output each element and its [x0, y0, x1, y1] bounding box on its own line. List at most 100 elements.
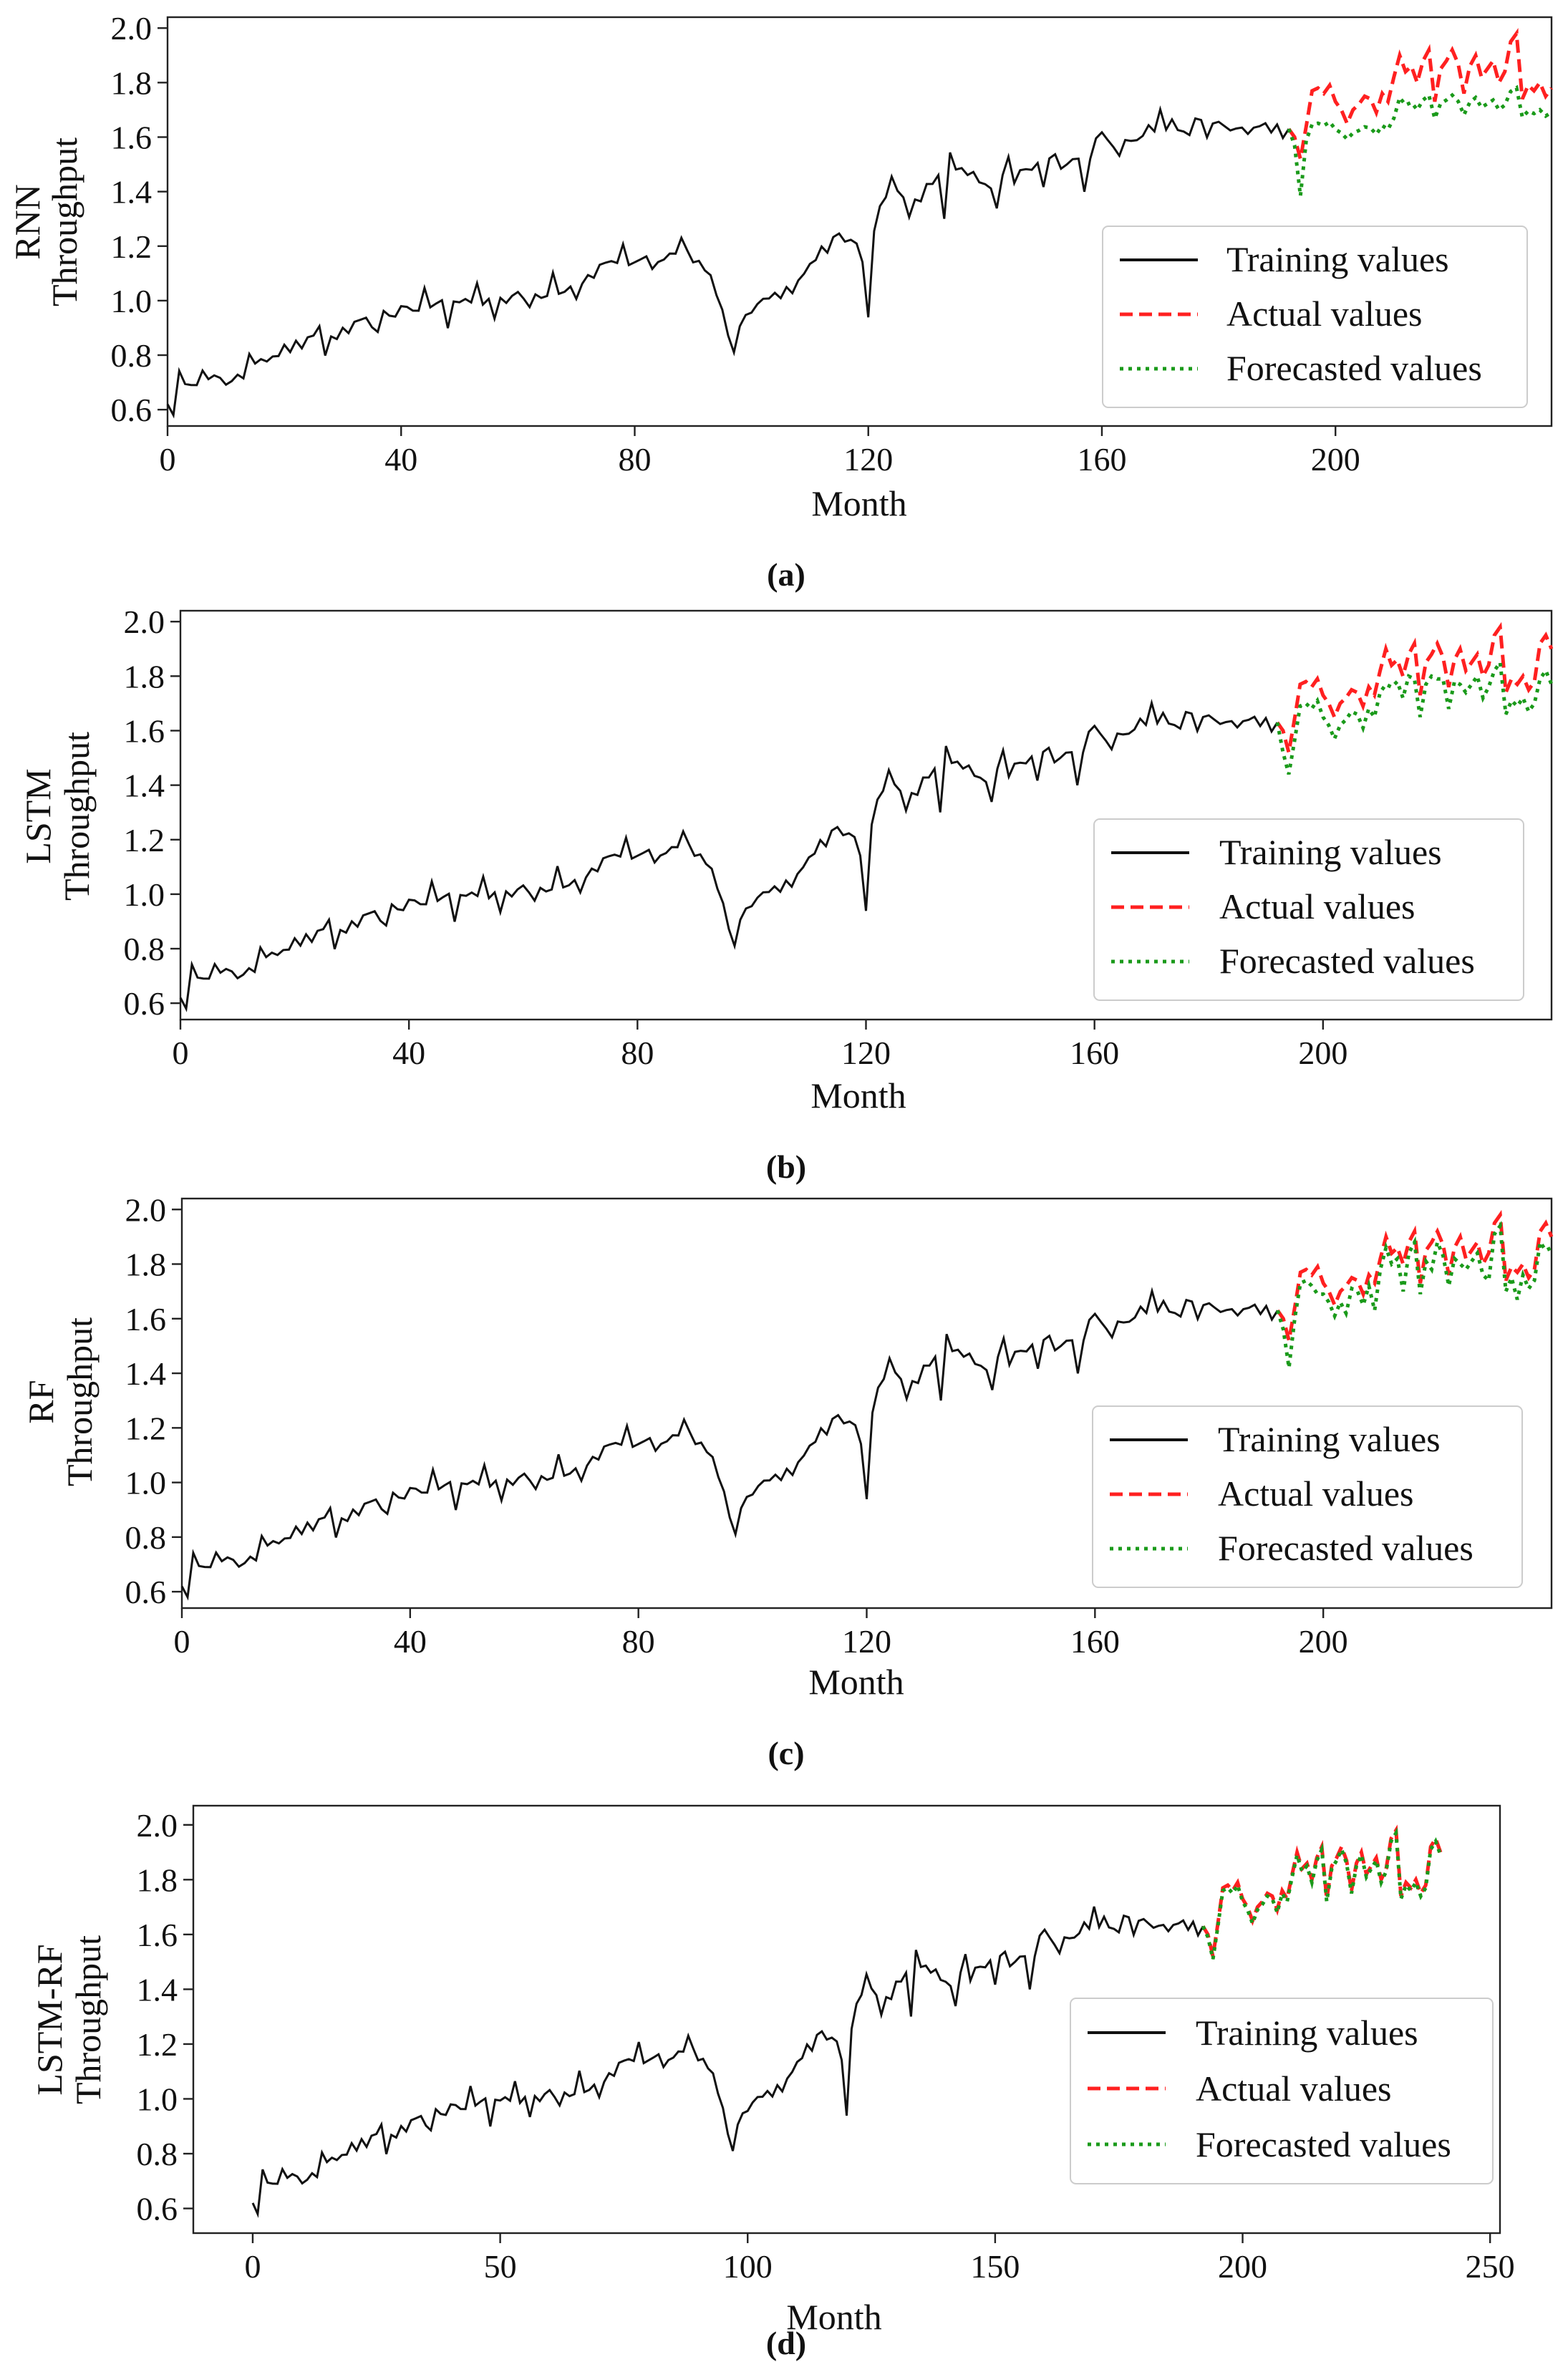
legend-label-training: Training values — [1196, 2013, 1418, 2053]
y-tick-label: 2.0 — [111, 10, 153, 47]
chart-panel-rnn: 0 40 80 120 160 200 0.6 0.8 1.0 1.2 1.4 1.6 1.8 2.0 R… — [7, 10, 1554, 593]
y-axis-label-model: RNN — [7, 184, 47, 260]
chart-panel-rf: 0 40 80 120 160 200 0.6 0.8 1.0 1.2 1.4 1.6 1.8 2.0 R… — [21, 1191, 1554, 1771]
y-tick-label: 1.4 — [111, 174, 153, 210]
legend: Training values Actual values Forecasted… — [1070, 1998, 1494, 2184]
x-tick-label: 100 — [723, 2248, 773, 2285]
chart-panel-lstm: 0 40 80 120 160 200 0.6 0.8 1.0 1.2 1.4 1.6 1.8 2.0 L… — [18, 604, 1554, 1185]
y-tick-label: 1.4 — [124, 768, 165, 804]
x-tick-label: 120 — [842, 1623, 891, 1660]
x-tick-label: 160 — [1070, 1035, 1119, 1071]
x-tick-label: 160 — [1070, 1623, 1120, 1660]
y-tick-label: 1.2 — [124, 822, 165, 858]
y-axis-label: Throughput — [57, 732, 97, 901]
y-tick-label: 0.8 — [137, 2136, 178, 2172]
y-tick-label: 1.6 — [137, 1917, 178, 1953]
y-tick-label: 1.8 — [125, 1247, 167, 1283]
legend-label-forecast: Forecasted values — [1218, 1528, 1473, 1568]
axis-ticks: 0 40 80 120 160 200 0.6 0.8 1.0 1.2 1.4 1.6 1.8 2.0 — [111, 10, 1360, 478]
series-group — [180, 1209, 1554, 1601]
y-tick-label: 1.6 — [124, 712, 165, 749]
y-tick-label: 0.8 — [124, 931, 165, 967]
legend-label-actual: Actual values — [1219, 886, 1415, 926]
x-tick-label: 0 — [244, 2248, 261, 2285]
y-axis-label-model: LSTM-RF — [29, 1944, 69, 2095]
series-line-actual — [1287, 28, 1554, 160]
x-axis-label: Month — [810, 1075, 906, 1115]
y-tick-label: 1.2 — [137, 2026, 178, 2063]
legend-label-actual: Actual values — [1196, 2068, 1392, 2109]
x-tick-label: 80 — [621, 1035, 654, 1071]
x-tick-label: 80 — [622, 1623, 655, 1660]
legend: Training values Actual values Forecasted… — [1102, 226, 1528, 408]
y-tick-label: 1.2 — [111, 228, 153, 265]
y-axis-label: Throughput — [59, 1317, 100, 1486]
y-tick-label: 1.0 — [124, 876, 165, 913]
series-line-forecast — [1275, 657, 1554, 775]
series-line-training — [166, 105, 1290, 419]
x-tick-label: 200 — [1218, 2248, 1267, 2285]
series-line-training — [179, 699, 1279, 1012]
plot-frame — [192, 1804, 1501, 2235]
y-tick-label: 1.8 — [137, 1862, 178, 1898]
axis-ticks: 0 40 80 120 160 200 0.6 0.8 1.0 1.2 1.4 1.6 1.8 2.0 — [125, 1191, 1348, 1660]
y-tick-label: 2.0 — [137, 1807, 178, 1844]
axis-ticks: 0 50 100 150 200 250 0.6 0.8 1.0 1.2 1.4 1.6 1.8 2.0 — [137, 1807, 1515, 2285]
x-tick-label: 120 — [843, 441, 893, 478]
series-line-forecast — [1276, 1220, 1553, 1368]
legend: Training values Actual values Forecasted… — [1093, 818, 1524, 1001]
series-group — [179, 621, 1554, 1012]
y-tick-label: 0.8 — [125, 1519, 167, 1556]
x-tick-label: 150 — [970, 2248, 1020, 2285]
panel-caption: (c) — [768, 1735, 804, 1771]
y-tick-label: 1.4 — [137, 1971, 178, 2008]
y-axis-label: Throughput — [44, 137, 84, 306]
y-tick-label: 1.4 — [125, 1355, 167, 1392]
y-tick-label: 1.8 — [124, 658, 165, 694]
x-tick-label: 40 — [384, 441, 417, 478]
y-tick-label: 1.0 — [137, 2081, 178, 2117]
chart-panel-lstm-rf: 0 50 100 150 200 2500.60.81.01.21.41.61.82.0 … — [29, 1804, 1515, 2361]
panel-caption: (b) — [766, 1148, 806, 1185]
y-tick-label: 1.0 — [125, 1465, 167, 1501]
x-tick-label: 80 — [618, 441, 651, 478]
x-axis-label: Month — [786, 2297, 881, 2337]
legend: Training values Actual values Forecasted… — [1092, 1405, 1523, 1588]
x-axis-label: Month — [811, 483, 906, 523]
series-group — [166, 28, 1554, 419]
panel-caption: (d) — [766, 2325, 806, 2361]
x-tick-label: 40 — [394, 1623, 427, 1660]
x-tick-label: 250 — [1466, 2248, 1515, 2285]
legend-box — [1092, 1405, 1523, 1588]
series-line-forecast — [1287, 84, 1553, 196]
legend-label-forecast: Forecasted values — [1219, 941, 1475, 981]
x-tick-label: 0 — [173, 1035, 189, 1071]
axis-ticks: 0 40 80 120 160 200 0.6 0.8 1.0 1.2 1.4 1.6 1.8 2.0 — [124, 604, 1348, 1071]
x-tick-label: 0 — [160, 441, 176, 478]
series-line-actual — [1275, 621, 1554, 753]
panel-caption: (a) — [767, 556, 805, 593]
legend-box — [1102, 226, 1528, 408]
series-line-training — [180, 1287, 1279, 1601]
x-tick-label: 160 — [1077, 441, 1126, 478]
y-tick-label: 1.6 — [111, 119, 153, 155]
series-group — [251, 1824, 1443, 2218]
x-tick-label: 0 — [174, 1623, 190, 1660]
y-tick-label: 2.0 — [124, 604, 165, 640]
series-line-forecast — [1201, 1827, 1443, 1960]
legend-label-training: Training values — [1218, 1419, 1441, 1459]
y-axis-label-model: LSTM — [18, 768, 58, 863]
legend-label-training: Training values — [1219, 832, 1442, 872]
x-tick-label: 50 — [484, 2248, 517, 2285]
x-tick-label: 40 — [392, 1035, 425, 1071]
series-line-actual — [1276, 1209, 1554, 1341]
y-tick-label: 1.8 — [111, 64, 153, 101]
legend-box — [1070, 1998, 1494, 2184]
plot-frame — [166, 16, 1553, 427]
y-tick-label: 0.6 — [111, 392, 153, 428]
legend-label-training: Training values — [1226, 239, 1449, 279]
y-tick-label: 1.2 — [125, 1410, 167, 1446]
y-tick-label: 1.0 — [111, 283, 153, 319]
x-tick-label: 120 — [841, 1035, 891, 1071]
y-tick-label: 1.6 — [125, 1301, 167, 1337]
